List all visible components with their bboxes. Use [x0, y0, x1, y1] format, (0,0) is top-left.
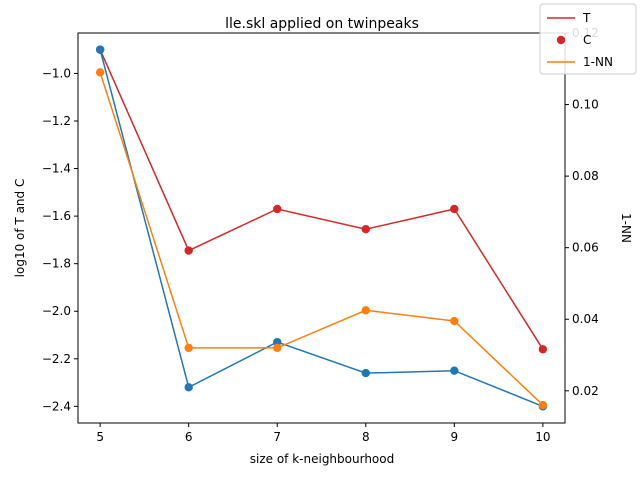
y2-tick-label: 0.08 — [572, 169, 599, 183]
y-tick-label: −1.0 — [42, 66, 71, 80]
legend: TC 1-NN — [539, 3, 637, 75]
chart-title: lle.skl applied on twinpeaks — [225, 16, 419, 32]
y-tick-label: −1.4 — [42, 162, 71, 176]
y2-tick-label: 0.04 — [572, 312, 599, 326]
legend-label: T — [582, 11, 591, 25]
y-tick-label: −2.4 — [42, 399, 71, 413]
y2-tick-label: 0.02 — [572, 384, 599, 398]
data-point-1-nn — [273, 343, 282, 353]
series-line-t — [99, 49, 544, 350]
series-line-c — [99, 49, 544, 408]
x-tick-label: 6 — [185, 430, 193, 444]
y-tick-label: −2.2 — [42, 352, 71, 366]
x-axis-label: size of k-neighbourhood — [250, 452, 394, 466]
legend-label: 1-NN — [583, 55, 613, 69]
plot-area — [77, 32, 566, 424]
y-axis-label-right: 1-NN — [619, 213, 633, 243]
data-point-c — [361, 368, 370, 378]
y-tick-label: −1.6 — [42, 209, 71, 223]
legend-swatch-point — [556, 35, 566, 45]
data-point-t — [273, 204, 282, 214]
y-tick-label: −1.8 — [42, 257, 71, 271]
y-axis-label-left: log10 of T and C — [13, 179, 27, 278]
x-axis: 5 6 7 8 9 10 — [96, 423, 551, 444]
x-tick-label: 5 — [96, 430, 104, 444]
y-tick-label: −1.2 — [42, 114, 71, 128]
data-point-1-nn — [538, 400, 548, 410]
y-axis-left: −1.0 −1.2 −1.4 −1.6 −1.8 −2.0 −2.2 −2.4 — [42, 66, 78, 413]
data-point-t — [184, 246, 193, 255]
y2-tick-label: 0.10 — [572, 98, 599, 112]
legend-label: C — [583, 33, 591, 47]
x-tick-label: 10 — [535, 430, 550, 444]
data-point-1-nn — [450, 316, 459, 326]
x-tick-label: 8 — [362, 430, 370, 444]
data-point-t — [450, 204, 459, 214]
data-point-c — [184, 383, 193, 392]
series-layer — [95, 45, 548, 411]
data-point-1-nn — [361, 306, 370, 315]
axes-frame — [77, 32, 566, 424]
data-point-t — [538, 345, 548, 354]
y2-tick-label: 0.06 — [572, 241, 599, 255]
legend-box — [539, 3, 637, 75]
data-point-1-nn — [95, 68, 105, 77]
data-point-t — [361, 224, 370, 234]
data-point-1-nn — [184, 343, 193, 353]
y-tick-label: −2.0 — [42, 304, 71, 318]
x-tick-label: 7 — [273, 430, 281, 444]
x-tick-label: 9 — [450, 430, 458, 444]
series-line-1-nn — [99, 72, 544, 406]
data-point-c — [450, 366, 459, 375]
data-point-c — [95, 45, 105, 54]
